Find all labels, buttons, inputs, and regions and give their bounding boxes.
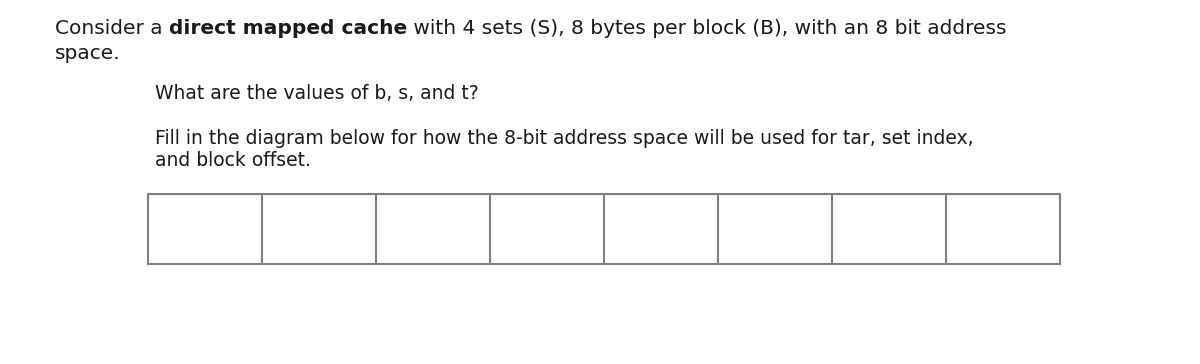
Text: direct mapped cache: direct mapped cache	[169, 19, 407, 38]
Bar	[148, 194, 1060, 264]
Text: with 4 sets (S), 8 bytes per block (B), with an 8 bit address: with 4 sets (S), 8 bytes per block (B), …	[407, 19, 1007, 38]
Text: Consider a: Consider a	[55, 19, 169, 38]
Text: space.: space.	[55, 44, 121, 63]
Text: Fill in the diagram below for how the 8-bit address space will be used for tar, : Fill in the diagram below for how the 8-…	[155, 129, 973, 148]
Text: What are the values of b, s, and t?: What are the values of b, s, and t?	[155, 84, 479, 103]
Text: and block offset.: and block offset.	[155, 151, 311, 170]
